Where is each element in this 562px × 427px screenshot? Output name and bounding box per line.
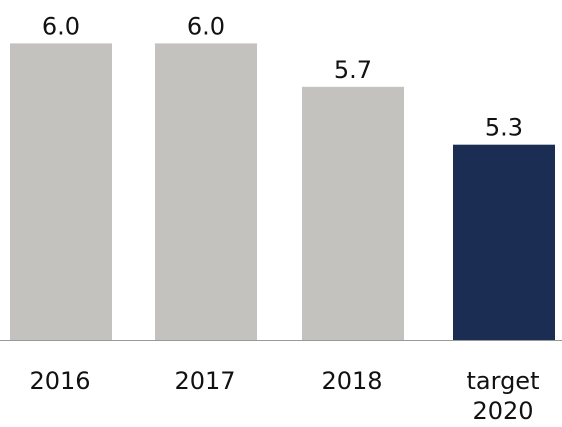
value-label: 5.7 — [334, 56, 372, 84]
bar — [302, 86, 404, 341]
value-label: 5.3 — [485, 114, 523, 142]
x-tick-label: target 2020 — [466, 367, 540, 425]
bar — [453, 144, 555, 340]
x-tick-label: 2017 — [174, 367, 236, 395]
value-label: 6.0 — [187, 12, 225, 40]
x-tick-label: 2016 — [29, 367, 91, 395]
value-label: 6.0 — [42, 12, 80, 40]
bar — [155, 43, 257, 340]
x-tick-label: 2018 — [321, 367, 383, 395]
bar — [10, 43, 112, 340]
